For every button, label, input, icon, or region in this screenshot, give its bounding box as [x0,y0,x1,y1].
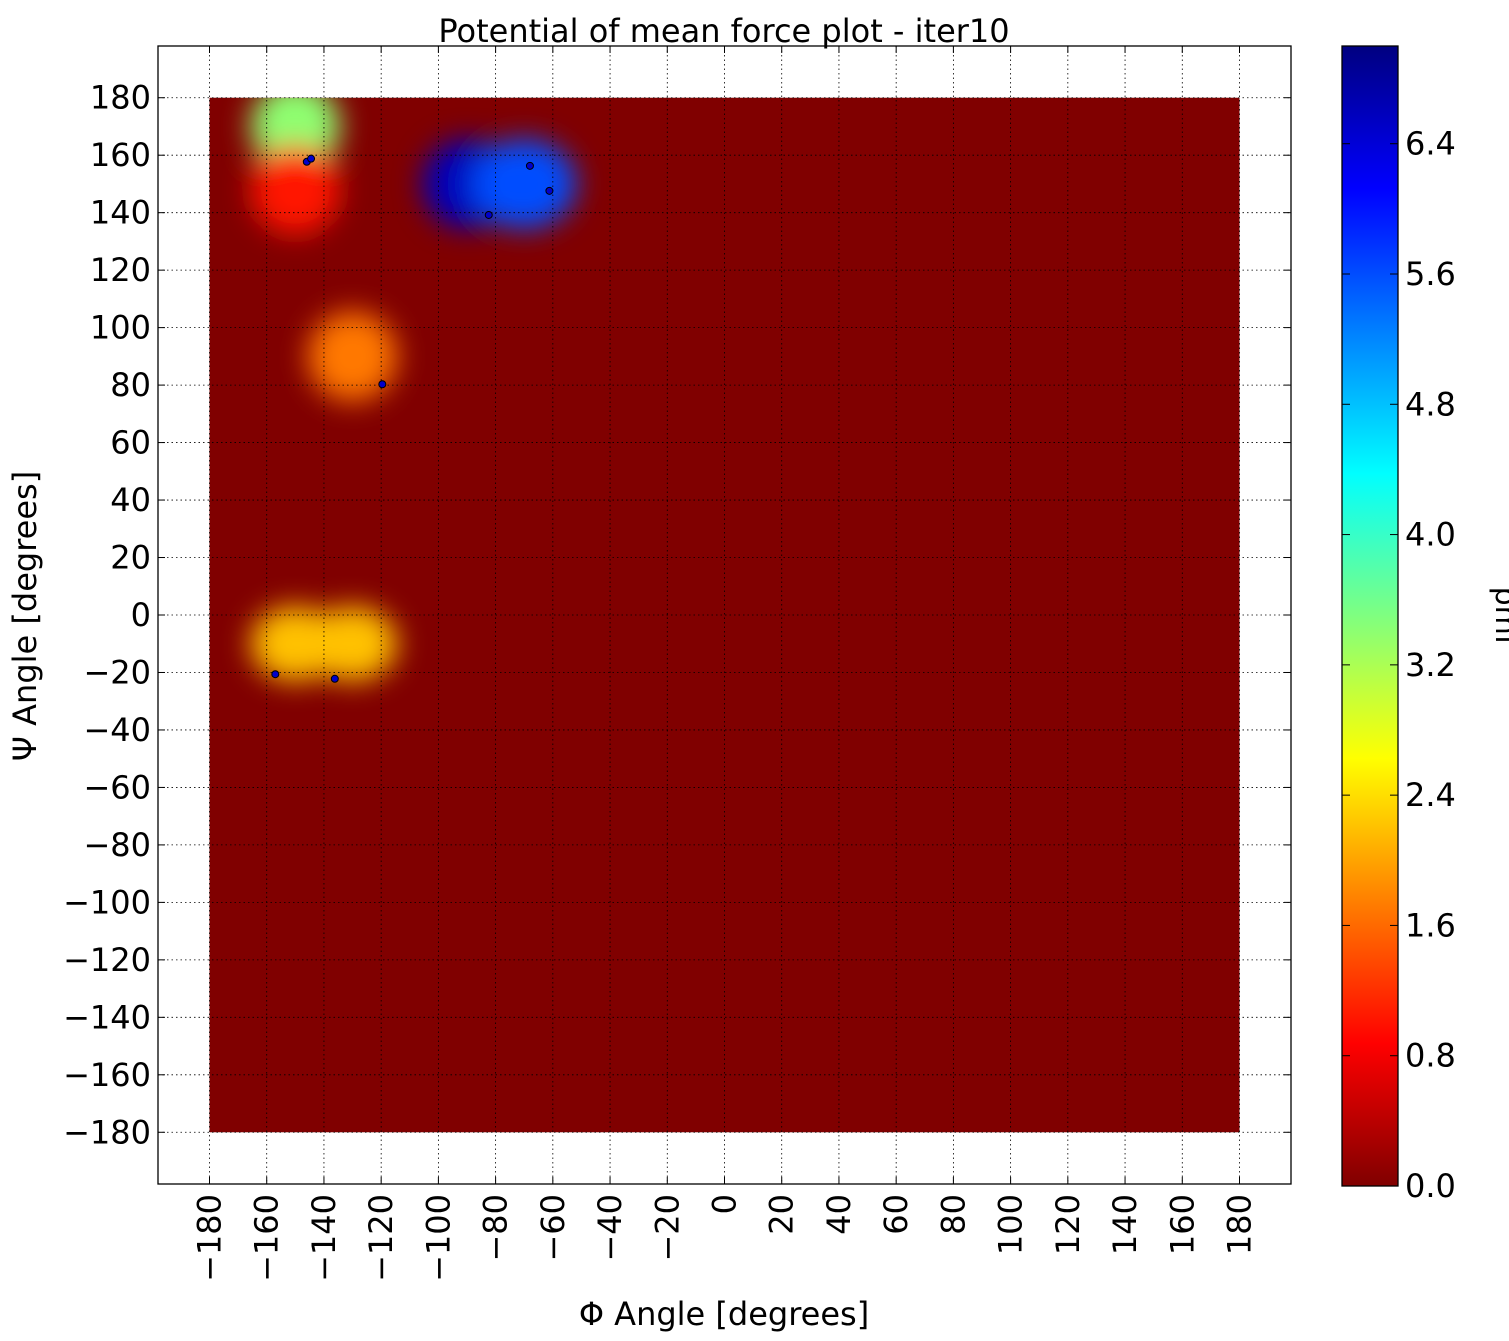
x-tick-label: −80 [477,1194,515,1262]
x-tick-label: −60 [534,1194,572,1262]
y-tick-label: 120 [90,251,151,289]
heatmap-hotspot [307,606,398,682]
x-tick-label: −120 [362,1194,400,1282]
colorbar-tick-label: 3.2 [1405,646,1456,684]
heatmap [209,97,1240,1133]
y-tick-label: 20 [110,539,151,577]
y-tick-label: 80 [110,366,151,404]
y-tick-label: −60 [83,768,151,806]
y-tick-label: 60 [110,424,151,462]
x-tick-label: 140 [1106,1194,1144,1255]
sample-point [307,154,316,163]
chart-title: Potential of mean force plot - iter10 [438,12,1009,50]
colorbar-label: pmf [1488,587,1509,647]
y-tick-label: −120 [63,941,151,979]
y-tick-label: −40 [83,711,151,749]
grid-lines [158,46,1291,1184]
sample-points [271,154,554,683]
x-tick-label: 20 [763,1194,801,1235]
y-tick-label: 180 [90,79,151,117]
y-tick-label: 140 [90,194,151,232]
x-tick-label: −140 [305,1194,343,1282]
y-tick-label: −20 [83,653,151,691]
y-tick-label: −140 [63,998,151,1036]
x-tick-label: −20 [648,1194,686,1262]
y-tick-label: −80 [83,826,151,864]
y-tick-label: 40 [110,481,151,519]
colorbar-ticks: 0.0 0.8 1.6 2.4 3.2 4.0 4.8 5.6 6.4 [1342,125,1456,1205]
sample-point [378,380,387,389]
x-tick-label: −180 [191,1194,229,1282]
sample-point [545,186,554,195]
sample-point [330,674,339,683]
colorbar-tick-label: 0.8 [1405,1037,1456,1075]
x-tick-label: 120 [1049,1194,1087,1255]
y-tick-label: 0 [131,596,151,634]
sample-point [484,210,493,219]
x-tick-label: 180 [1221,1194,1259,1255]
colorbar-tick-label: 4.0 [1405,516,1456,554]
x-tick-label: 160 [1163,1194,1201,1255]
x-tick-label: 40 [820,1194,858,1235]
x-tick-label: 80 [934,1194,972,1235]
x-axis-ticks: −180 −160 −140 −120 −100 −80 −60 −40 −20 0 20 40 60 8… [191,46,1259,1282]
y-tick-label: −160 [63,1056,151,1094]
x-tick-label: −40 [591,1194,629,1262]
colorbar-tick-label: 2.4 [1405,776,1456,814]
sample-point [271,670,280,679]
colorbar-tick-label: 4.8 [1405,385,1456,423]
y-axis-label: Ψ Angle [degrees] [6,471,44,761]
x-tick-label: 60 [877,1194,915,1235]
x-axis-label: Φ Angle [degrees] [579,1295,869,1333]
y-tick-label: −180 [63,1113,151,1151]
heatmap-hotspot [307,311,398,402]
sample-point [525,161,534,170]
x-tick-label: 0 [706,1194,744,1214]
y-axis-ticks: 180 160 140 120 100 80 60 40 20 0 −20 −40 −60 −80 −100… [63,79,1291,1151]
colorbar-tick-label: 0.0 [1405,1167,1456,1205]
colorbar-tick-label: 1.6 [1405,906,1456,944]
x-tick-label: 100 [992,1194,1030,1255]
x-tick-label: −100 [419,1194,457,1282]
y-tick-label: 100 [90,309,151,347]
y-tick-label: 160 [90,136,151,174]
x-tick-label: −160 [248,1194,286,1282]
colorbar-tick-label: 5.6 [1405,255,1456,293]
heatmap-hotspot [250,144,340,235]
colorbar-gradient [1341,45,1399,1187]
colorbar: 0.0 0.8 1.6 2.4 3.2 4.0 4.8 5.6 6.4 pmf [1341,45,1509,1205]
colorbar-tick-label: 6.4 [1405,125,1456,163]
y-tick-label: −100 [63,883,151,921]
heatmap-hotspot [472,139,577,229]
